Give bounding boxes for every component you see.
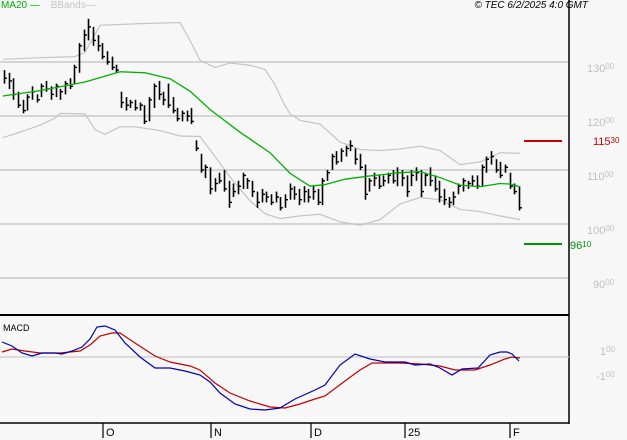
price-axis-label: 10000 (587, 224, 615, 237)
price-axis-label: 9000 (593, 278, 615, 291)
price-axis-label: 13000 (587, 62, 615, 75)
macd-line (1, 325, 520, 411)
time-axis-label: N (214, 427, 222, 439)
support-label: 9610 (570, 240, 592, 252)
time-axis-label: 25 (408, 427, 421, 439)
price-axis-label: 11000 (587, 170, 614, 183)
copyright-timestamp: © TEC 6/2/2025 4:0 GMT (474, 0, 588, 11)
macd-signal-line (1, 332, 521, 409)
time-axis-label: D (314, 427, 322, 439)
macd-label-plus: 100 (600, 345, 616, 358)
chart-legend: MA20 — BBands— (1, 0, 96, 12)
bband-upper-line (2, 21, 521, 166)
ma20-line (2, 71, 521, 188)
price-axis-label: 12000 (587, 116, 615, 129)
legend-ma20: MA20 — (1, 0, 40, 11)
bband-lower-line (2, 112, 521, 226)
legend-bbands: BBands— (50, 0, 96, 11)
time-axis-label: F (513, 427, 520, 439)
time-axis-label: O (106, 427, 115, 439)
macd-panel-title: MACD (3, 323, 30, 333)
resistance-label: 11530 (593, 136, 620, 148)
macd-label-minus: -100 (596, 370, 615, 383)
